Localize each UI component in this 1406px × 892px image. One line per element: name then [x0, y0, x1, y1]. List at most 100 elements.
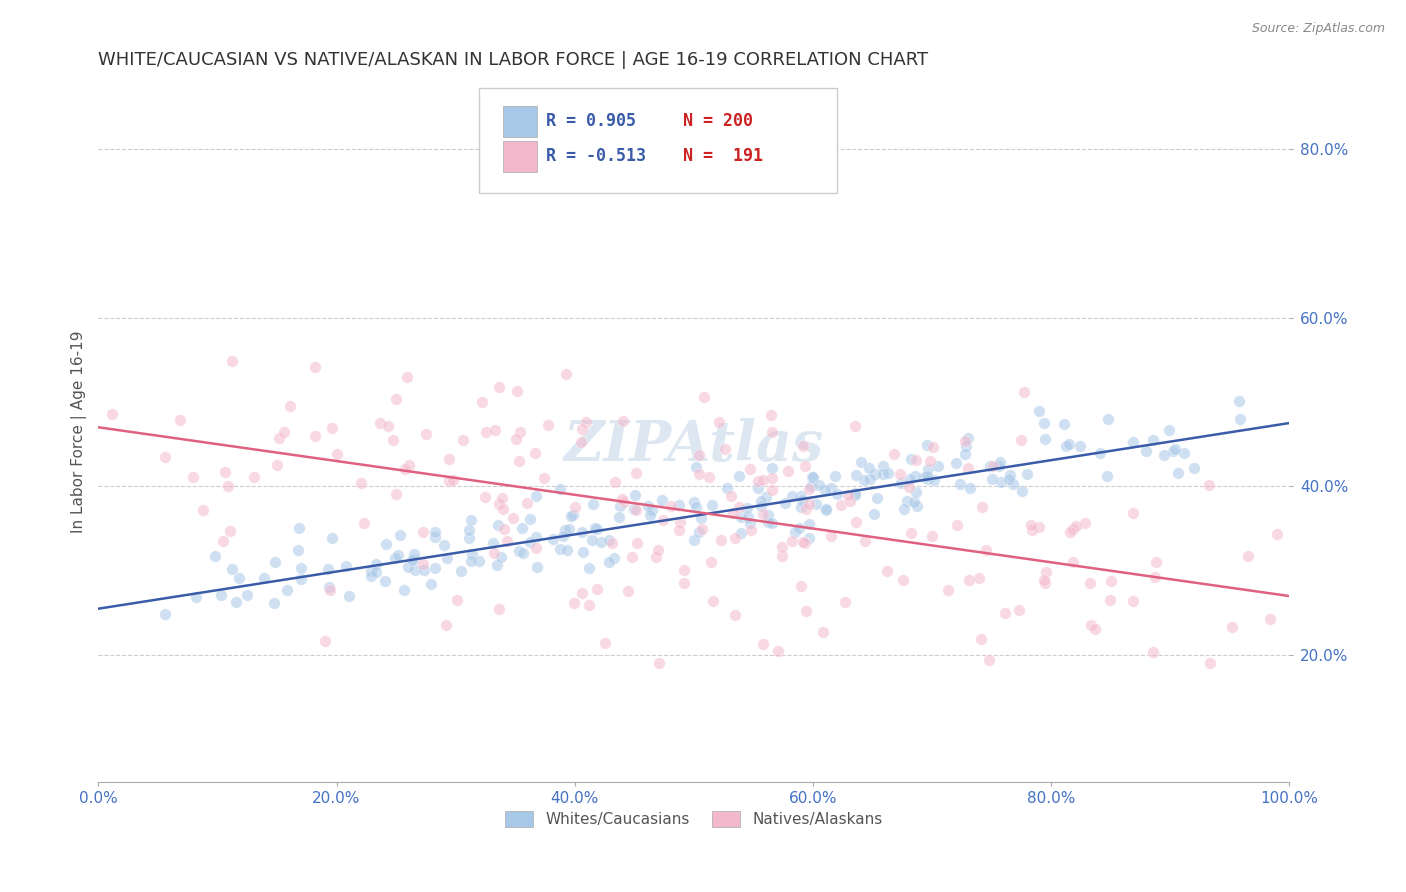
Point — [537, 418, 560, 433]
Point — [858, 461, 880, 475]
Point — [672, 576, 695, 591]
Point — [1157, 423, 1180, 437]
Point — [316, 562, 339, 576]
Point — [737, 510, 759, 524]
Point — [752, 507, 775, 521]
Point — [825, 487, 848, 501]
Point — [382, 433, 405, 447]
Point — [883, 446, 905, 460]
Point — [101, 407, 124, 421]
Point — [243, 470, 266, 484]
Point — [936, 583, 959, 598]
Point — [278, 399, 301, 413]
Point — [863, 467, 886, 481]
Point — [415, 427, 437, 442]
Point — [755, 490, 778, 504]
Point — [1008, 603, 1031, 617]
Point — [571, 422, 593, 436]
Point — [811, 625, 834, 640]
Point — [844, 488, 866, 502]
Point — [433, 538, 456, 552]
Point — [981, 472, 1004, 486]
Point — [211, 534, 233, 549]
Point — [488, 380, 510, 394]
Point — [1122, 435, 1144, 450]
Point — [872, 467, 894, 481]
Point — [221, 354, 243, 368]
Point — [693, 390, 716, 404]
Point — [710, 533, 733, 547]
Point — [492, 522, 515, 536]
Point — [903, 495, 925, 509]
Point — [801, 470, 824, 484]
Point — [651, 513, 673, 527]
Point — [526, 541, 548, 556]
Point — [263, 596, 285, 610]
Point — [276, 582, 298, 597]
FancyBboxPatch shape — [479, 88, 837, 194]
Point — [766, 644, 789, 658]
Point — [804, 497, 827, 511]
Point — [740, 462, 762, 476]
Point — [1011, 484, 1033, 499]
Point — [905, 499, 928, 513]
Point — [321, 421, 343, 435]
Point — [460, 553, 482, 567]
Point — [979, 459, 1001, 474]
Point — [1021, 518, 1043, 533]
Point — [921, 529, 943, 543]
Legend: Whites/Caucasians, Natives/Alaskans: Whites/Caucasians, Natives/Alaskans — [499, 805, 889, 833]
Point — [761, 483, 783, 497]
Point — [598, 533, 620, 548]
Point — [915, 468, 938, 483]
Point — [288, 521, 311, 535]
Point — [488, 497, 510, 511]
Point — [437, 474, 460, 488]
Point — [554, 523, 576, 537]
Point — [637, 499, 659, 513]
Point — [702, 594, 724, 608]
Point — [790, 579, 813, 593]
Point — [955, 434, 977, 448]
Point — [350, 475, 373, 490]
Point — [321, 532, 343, 546]
Point — [799, 531, 821, 545]
Point — [558, 522, 581, 536]
Point — [541, 532, 564, 546]
Point — [790, 500, 813, 514]
Point — [624, 488, 647, 502]
Point — [737, 501, 759, 516]
Point — [1000, 468, 1022, 483]
Point — [1265, 527, 1288, 541]
Point — [1220, 620, 1243, 634]
Point — [1074, 516, 1097, 530]
Point — [368, 416, 391, 430]
Point — [789, 489, 811, 503]
Text: ZIPAtlas: ZIPAtlas — [564, 418, 824, 473]
Point — [219, 524, 242, 539]
Point — [770, 541, 793, 555]
Point — [582, 497, 605, 511]
Point — [624, 502, 647, 516]
Point — [1161, 444, 1184, 458]
Point — [612, 414, 634, 428]
Point — [564, 500, 586, 514]
Point — [797, 516, 820, 531]
Point — [484, 423, 506, 437]
Point — [949, 477, 972, 491]
Point — [728, 469, 751, 483]
Point — [398, 458, 420, 472]
Point — [495, 534, 517, 549]
Point — [814, 501, 837, 516]
Point — [761, 471, 783, 485]
Point — [955, 438, 977, 452]
Point — [394, 462, 416, 476]
Point — [1028, 404, 1050, 418]
Point — [953, 446, 976, 460]
Point — [1122, 594, 1144, 608]
Point — [641, 503, 664, 517]
Point — [290, 561, 312, 575]
Point — [683, 495, 706, 509]
Point — [228, 571, 250, 585]
Point — [713, 442, 735, 456]
